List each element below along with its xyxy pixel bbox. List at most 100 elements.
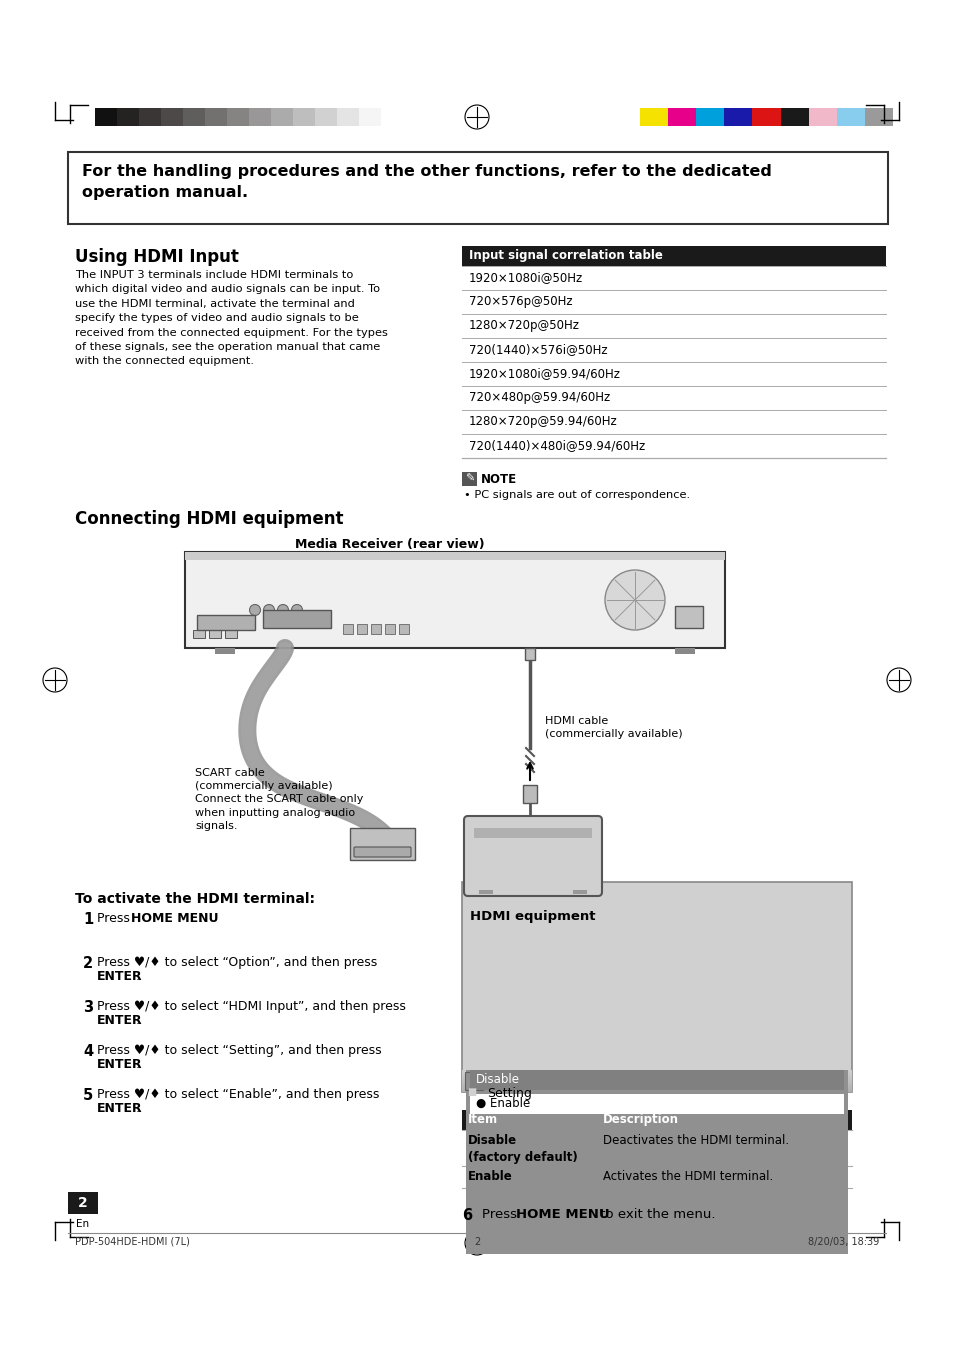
FancyBboxPatch shape: [354, 847, 411, 857]
Bar: [723, 108, 752, 126]
Bar: [343, 624, 353, 634]
Text: 720(1440)×576i@50Hz: 720(1440)×576i@50Hz: [469, 343, 607, 357]
Bar: [117, 108, 139, 126]
Text: ■: ■: [467, 1088, 476, 1097]
Text: The INPUT 3 terminals include HDMI terminals to
which digital video and audio si: The INPUT 3 terminals include HDMI termi…: [75, 270, 388, 366]
Text: ● Enable: ● Enable: [476, 1097, 530, 1111]
Bar: [185, 553, 724, 648]
Text: Item: Item: [468, 1113, 497, 1125]
Text: .: .: [136, 1015, 140, 1027]
Text: 2: 2: [78, 1196, 88, 1210]
Bar: [193, 630, 205, 638]
Text: PDP-504HDE-HDMI (7L): PDP-504HDE-HDMI (7L): [75, 1238, 190, 1247]
Bar: [836, 108, 864, 126]
Bar: [227, 108, 249, 126]
Text: 8/20/03, 18:39: 8/20/03, 18:39: [807, 1238, 878, 1247]
Bar: [183, 108, 205, 126]
Text: ENTER: ENTER: [97, 970, 143, 984]
Text: Media Receiver (rear view): Media Receiver (rear view): [294, 538, 484, 551]
Text: Activates the HDMI terminal.: Activates the HDMI terminal.: [602, 1170, 773, 1183]
Text: Setting: Setting: [486, 1088, 532, 1100]
Bar: [385, 624, 395, 634]
Circle shape: [277, 604, 288, 616]
Text: En: En: [76, 1219, 90, 1229]
Text: ENTER: ENTER: [97, 1058, 143, 1071]
Text: To activate the HDMI terminal:: To activate the HDMI terminal:: [75, 892, 314, 907]
Bar: [780, 108, 808, 126]
Bar: [524, 648, 535, 661]
Text: Connecting HDMI equipment: Connecting HDMI equipment: [75, 509, 343, 528]
Text: Deactivates the HDMI terminal.: Deactivates the HDMI terminal.: [602, 1133, 788, 1147]
Bar: [95, 108, 117, 126]
Text: Input signal correlation table: Input signal correlation table: [469, 249, 662, 262]
Text: Press ♥/♦ to select “Setting”, and then press: Press ♥/♦ to select “Setting”, and then …: [97, 1044, 381, 1056]
Bar: [214, 648, 234, 654]
Bar: [68, 153, 887, 224]
Bar: [371, 624, 380, 634]
Bar: [209, 630, 221, 638]
Bar: [398, 624, 409, 634]
Circle shape: [292, 604, 302, 616]
FancyBboxPatch shape: [463, 816, 601, 896]
Text: ✎: ✎: [464, 474, 474, 484]
Bar: [196, 615, 254, 630]
Text: 720×480p@59.94/60Hz: 720×480p@59.94/60Hz: [469, 390, 610, 404]
Text: 5: 5: [83, 1088, 93, 1102]
Text: HOME MENU: HOME MENU: [131, 912, 218, 925]
Text: HDMI cable
(commercially available): HDMI cable (commercially available): [544, 716, 682, 739]
Text: 6: 6: [461, 1208, 472, 1223]
Bar: [864, 108, 892, 126]
Bar: [225, 630, 236, 638]
Bar: [752, 108, 780, 126]
Bar: [464, 1071, 482, 1090]
Circle shape: [604, 570, 664, 630]
Text: Disable
(factory default): Disable (factory default): [468, 1133, 578, 1165]
Text: SCART cable
(commercially available)
Connect the SCART cable only
when inputting: SCART cable (commercially available) Con…: [194, 767, 363, 831]
Bar: [161, 108, 183, 126]
Bar: [465, 1070, 847, 1254]
Text: For the handling procedures and the other functions, refer to the dedicated
oper: For the handling procedures and the othe…: [82, 163, 771, 200]
Bar: [350, 828, 415, 861]
Bar: [139, 108, 161, 126]
Bar: [639, 108, 667, 126]
Bar: [249, 108, 271, 126]
Text: 1920×1080i@59.94/60Hz: 1920×1080i@59.94/60Hz: [469, 367, 620, 380]
Text: .: .: [199, 912, 203, 925]
Text: HOME MENU: HOME MENU: [516, 1208, 609, 1221]
Text: 1280×720p@59.94/60Hz: 1280×720p@59.94/60Hz: [469, 415, 618, 428]
Text: Press ♥/♦ to select “HDMI Input”, and then press: Press ♥/♦ to select “HDMI Input”, and th…: [97, 1000, 405, 1013]
Text: .: .: [136, 970, 140, 984]
Bar: [696, 108, 723, 126]
Text: 1920×1080i@50Hz: 1920×1080i@50Hz: [469, 272, 582, 284]
Bar: [68, 1192, 98, 1215]
Text: • PC signals are out of correspondence.: • PC signals are out of correspondence.: [463, 490, 689, 500]
Text: .: .: [136, 1058, 140, 1071]
Bar: [263, 611, 331, 628]
Text: 3: 3: [83, 1000, 93, 1015]
Text: Using HDMI Input: Using HDMI Input: [75, 249, 238, 266]
Bar: [293, 108, 314, 126]
Text: to exit the menu.: to exit the menu.: [596, 1208, 715, 1221]
Bar: [356, 624, 367, 634]
Bar: [470, 1094, 843, 1115]
Bar: [470, 1070, 843, 1090]
Text: 2: 2: [474, 1238, 479, 1247]
Text: Press: Press: [481, 1208, 520, 1221]
Bar: [461, 246, 885, 266]
Bar: [667, 108, 696, 126]
Text: HDMI equipment: HDMI equipment: [470, 911, 595, 923]
Bar: [314, 108, 336, 126]
Text: ENTER: ENTER: [97, 1102, 143, 1115]
Text: Press ♥/♦ to select “Enable”, and then press: Press ♥/♦ to select “Enable”, and then p…: [97, 1088, 379, 1101]
Bar: [461, 882, 851, 1092]
Bar: [358, 108, 380, 126]
Bar: [271, 108, 293, 126]
Bar: [675, 648, 695, 654]
Text: ENTER: ENTER: [97, 1015, 143, 1027]
Text: 4: 4: [83, 1044, 93, 1059]
Text: Disable: Disable: [476, 1073, 519, 1086]
Bar: [185, 553, 724, 561]
Bar: [675, 607, 702, 628]
Text: Press: Press: [97, 912, 133, 925]
Text: 720(1440)×480i@59.94/60Hz: 720(1440)×480i@59.94/60Hz: [469, 439, 644, 453]
